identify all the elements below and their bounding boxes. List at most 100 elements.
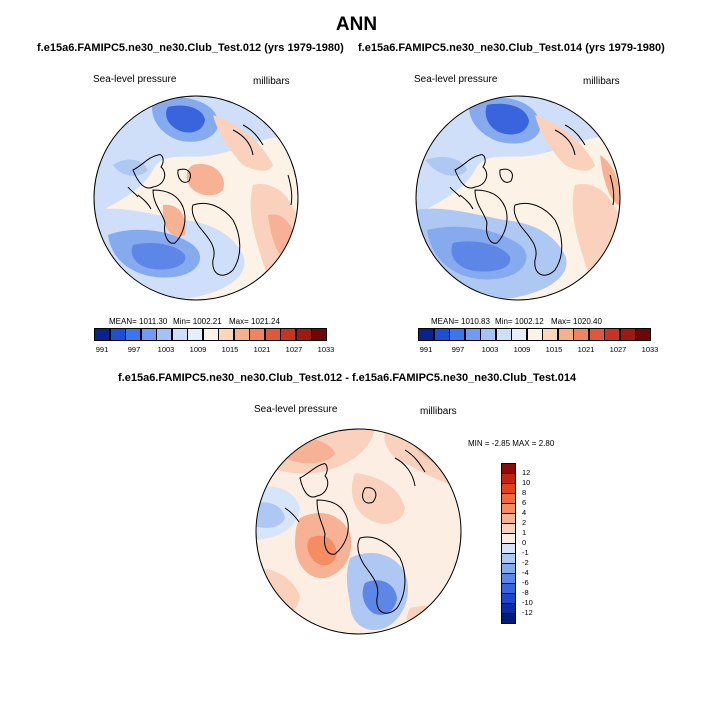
panel2-colorbar-swatch <box>619 328 636 341</box>
diff-colorbar-tick-label: 2 <box>522 518 527 527</box>
panel2-colorbar-swatch <box>418 328 434 341</box>
panel2-colorbar-tick-label: 991 <box>419 345 433 354</box>
diff-colorbar-swatch <box>501 503 516 514</box>
panel1-colorbar-swatch <box>280 328 296 341</box>
panel3-polar-map <box>255 428 462 635</box>
diff-colorbar-swatch <box>501 523 516 534</box>
diff-colorbar-tick-label: 10 <box>522 478 531 487</box>
diff-colorbar-swatch <box>501 513 516 524</box>
panel2-colorbar-tick-label: 1003 <box>481 345 499 354</box>
panel2-colorbar-swatch <box>511 328 527 341</box>
panel3-variable-label: Sea-level pressure <box>254 404 338 415</box>
panel1-case-title: f.e15a6.FAMIPC5.ne30_ne30.Club_Test.012 … <box>37 42 344 54</box>
diff-colorbar-labels: 12 10 8 6 4 2 1 0 -1 -2 -4 -6 -8 -10 -12 <box>522 463 552 633</box>
panel1-colorbar-swatch <box>94 328 110 341</box>
panel1-colorbar-swatch <box>264 328 281 341</box>
panel3-minmax: MIN = -2.85 MAX = 2.80 <box>468 439 555 448</box>
panel1-colorbar-labels: 991 997 1003 1009 1015 1021 1027 1033 <box>94 345 335 357</box>
diff-colorbar-tick-label: 6 <box>522 498 527 507</box>
panel2-colorbar-swatch <box>526 328 543 341</box>
panel1-colorbar-swatch <box>125 328 141 341</box>
diff-title: f.e15a6.FAMIPC5.ne30_ne30.Club_Test.012 … <box>118 372 577 384</box>
diff-colorbar-tick-label: -12 <box>522 608 533 617</box>
panel1-colorbar-tick-label: 1033 <box>317 345 335 354</box>
panel1-max: Max= 1021.24 <box>229 317 280 326</box>
diff-colorbar-swatch <box>501 563 516 574</box>
panel2-colorbar-tick-label: 1015 <box>545 345 563 354</box>
panel2-colorbar-swatch <box>433 328 450 341</box>
panel2-colorbar-swatch <box>542 328 558 341</box>
panel2-colorbar-tick-label: 1021 <box>577 345 595 354</box>
panel2-mean: MEAN= 1010.83 <box>431 317 490 326</box>
panel1-colorbar-swatch <box>218 328 234 341</box>
panel2-colorbar-swatch <box>573 328 589 341</box>
panel2-colorbar-swatch <box>635 328 651 341</box>
panel1-mean: MEAN= 1011.30 <box>109 317 168 326</box>
panel3-units-label: millibars <box>420 406 457 417</box>
diff-colorbar-swatch <box>501 593 516 604</box>
diff-colorbar-tick-label: 1 <box>522 528 527 537</box>
panel2-colorbar-swatch <box>557 328 574 341</box>
panel1-min: Min= 1002.21 <box>173 317 222 326</box>
panel1-polar-map <box>93 95 299 301</box>
panel2-colorbar-tick-label: 1033 <box>641 345 659 354</box>
diff-colorbar-tick-label: 12 <box>522 468 531 477</box>
panel1-colorbar-swatch <box>140 328 157 341</box>
panel1-colorbar-tick-label: 1021 <box>253 345 271 354</box>
panel2-colorbar-swatch <box>464 328 481 341</box>
panel1-units-label: millibars <box>253 76 290 87</box>
diff-colorbar-swatch <box>501 603 516 614</box>
panel2-colorbar <box>418 328 651 341</box>
panel2-polar-map <box>415 95 621 301</box>
panel2-colorbar-swatch <box>480 328 496 341</box>
panel1-colorbar-swatch <box>311 328 327 341</box>
panel2-case-title: f.e15a6.FAMIPC5.ne30_ne30.Club_Test.014 … <box>358 42 665 54</box>
diff-colorbar-swatch <box>501 463 516 474</box>
diff-colorbar-swatch <box>501 473 516 484</box>
panel2-colorbar-labels: 991 997 1003 1009 1015 1021 1027 1033 <box>418 345 659 357</box>
panel1-colorbar-swatch <box>187 328 203 341</box>
panel1-colorbar-tick-label: 991 <box>95 345 109 354</box>
panel1-colorbar-tick-label: 1015 <box>221 345 239 354</box>
diff-colorbar-tick-label: -8 <box>522 588 529 597</box>
diff-colorbar-tick-label: -6 <box>522 578 529 587</box>
panel1-colorbar-swatch <box>233 328 250 341</box>
panel2-colorbar-swatch <box>495 328 512 341</box>
diff-colorbar-tick-label: -4 <box>522 568 529 577</box>
diff-colorbar-swatch <box>501 493 516 504</box>
panel1-colorbar-swatch <box>202 328 219 341</box>
diff-colorbar-swatch <box>501 483 516 494</box>
diff-colorbar-tick-label: 4 <box>522 508 527 517</box>
panel2-colorbar-swatch <box>588 328 605 341</box>
panel1-colorbar-swatch <box>109 328 126 341</box>
panel1-colorbar-swatch <box>249 328 265 341</box>
panel1-colorbar-tick-label: 1003 <box>157 345 175 354</box>
panel2-colorbar-swatch <box>449 328 465 341</box>
diff-colorbar-tick-label: 0 <box>522 538 527 547</box>
diff-colorbar-tick-label: -10 <box>522 598 533 607</box>
diff-colorbar-tick-label: -2 <box>522 558 529 567</box>
diff-colorbar-swatch <box>501 573 516 584</box>
diff-colorbar-swatch <box>501 583 516 594</box>
diff-colorbar-tick-label: 8 <box>522 488 527 497</box>
diff-colorbar-swatch <box>501 613 516 624</box>
panel1-colorbar-swatch <box>295 328 312 341</box>
panel2-colorbar-tick-label: 997 <box>451 345 465 354</box>
panel2-colorbar-tick-label: 1009 <box>513 345 531 354</box>
panel2-max: Max= 1020.40 <box>551 317 602 326</box>
panel2-colorbar-tick-label: 1027 <box>609 345 627 354</box>
panel2-min: Min= 1002.12 <box>495 317 544 326</box>
panel1-colorbar <box>94 328 327 341</box>
panel2-colorbar-swatch <box>604 328 620 341</box>
diff-colorbar-swatch <box>501 533 516 544</box>
panel1-colorbar-swatch <box>171 328 188 341</box>
diff-colorbar-swatch <box>501 553 516 564</box>
panel1-colorbar-tick-label: 997 <box>127 345 141 354</box>
panel1-variable-label: Sea-level pressure <box>93 74 177 85</box>
panel1-colorbar-tick-label: 1009 <box>189 345 207 354</box>
panel1-colorbar-tick-label: 1027 <box>285 345 303 354</box>
season-title: ANN <box>335 14 378 35</box>
panel1-colorbar-swatch <box>156 328 172 341</box>
diff-colorbar <box>501 463 516 624</box>
diff-colorbar-swatch <box>501 543 516 554</box>
